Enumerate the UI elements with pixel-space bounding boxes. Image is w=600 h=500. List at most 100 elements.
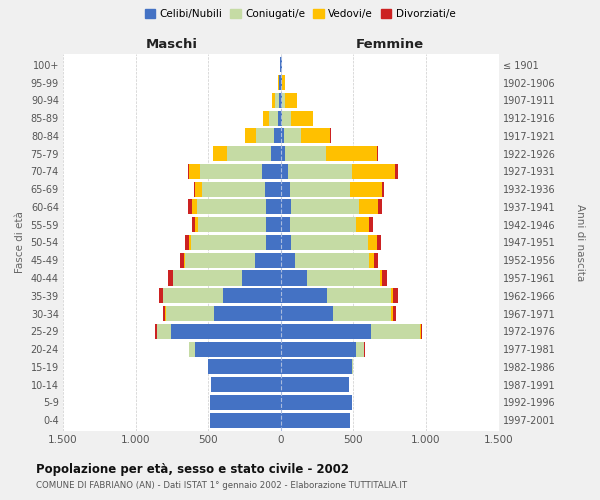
Bar (195, 217, 198, 232)
Bar (166, 306, 214, 321)
Bar (291, 235, 368, 250)
Bar (330, 128, 331, 144)
Bar (382, 270, 387, 285)
Bar (185, 252, 254, 268)
Bar (281, 288, 327, 304)
Bar (282, 75, 285, 90)
Bar (374, 252, 378, 268)
Bar (188, 200, 192, 214)
Text: Femmine: Femmine (356, 38, 424, 51)
Bar (157, 324, 170, 339)
Bar (281, 146, 285, 161)
Bar (364, 342, 365, 356)
Bar (190, 164, 200, 179)
Bar (227, 146, 271, 161)
Bar (245, 128, 256, 144)
Bar (274, 128, 281, 144)
Bar (191, 235, 266, 250)
Bar (281, 306, 333, 321)
Bar (285, 93, 297, 108)
Bar (291, 200, 359, 214)
Bar (352, 164, 395, 179)
Bar (282, 93, 285, 108)
Y-axis label: Fasce di età: Fasce di età (15, 212, 25, 274)
Bar (371, 324, 420, 339)
Bar (281, 360, 352, 374)
Bar (262, 164, 281, 179)
Y-axis label: Anni di nascita: Anni di nascita (575, 204, 585, 281)
Bar (212, 146, 227, 161)
Text: Maschi: Maschi (146, 38, 198, 51)
Bar (421, 324, 422, 339)
Bar (391, 288, 393, 304)
Bar (333, 306, 391, 321)
Bar (380, 270, 382, 285)
Bar (278, 110, 281, 126)
Bar (192, 200, 197, 214)
Bar (281, 182, 290, 196)
Bar (214, 306, 281, 321)
Bar (211, 377, 281, 392)
Bar (200, 164, 262, 179)
Bar (163, 288, 223, 304)
Bar (190, 235, 191, 250)
Bar (278, 75, 280, 90)
Bar (190, 342, 195, 356)
Bar (327, 288, 391, 304)
Bar (278, 93, 281, 108)
Bar (272, 93, 275, 108)
Bar (188, 342, 190, 356)
Bar (370, 252, 374, 268)
Bar (281, 395, 352, 410)
Bar (180, 252, 184, 268)
Bar (382, 182, 384, 196)
Bar (263, 110, 269, 126)
Bar (281, 342, 356, 356)
Bar (280, 57, 281, 72)
Bar (197, 200, 266, 214)
Bar (290, 217, 356, 232)
Bar (184, 252, 185, 268)
Bar (281, 324, 371, 339)
Bar (281, 128, 284, 144)
Bar (359, 200, 378, 214)
Bar (209, 412, 281, 428)
Bar (281, 270, 307, 285)
Text: COMUNE DI FABRIANO (AN) - Dati ISTAT 1° gennaio 2002 - Elaborazione TUTTITALIA.I: COMUNE DI FABRIANO (AN) - Dati ISTAT 1° … (36, 480, 407, 490)
Bar (377, 235, 381, 250)
Bar (281, 93, 282, 108)
Bar (280, 75, 281, 90)
Bar (281, 235, 291, 250)
Bar (350, 182, 382, 196)
Bar (377, 146, 378, 161)
Bar (195, 342, 281, 356)
Bar (269, 110, 278, 126)
Bar (290, 182, 350, 196)
Bar (378, 200, 382, 214)
Bar (420, 324, 421, 339)
Bar (159, 288, 163, 304)
Bar (198, 217, 266, 232)
Bar (393, 288, 398, 304)
Bar (295, 252, 370, 268)
Bar (281, 164, 288, 179)
Bar (254, 252, 281, 268)
Bar (282, 110, 291, 126)
Bar (281, 377, 349, 392)
Bar (281, 412, 350, 428)
Bar (326, 146, 377, 161)
Bar (285, 146, 326, 161)
Bar (208, 360, 281, 374)
Bar (242, 270, 281, 285)
Bar (202, 182, 265, 196)
Bar (266, 200, 281, 214)
Bar (395, 164, 398, 179)
Bar (392, 306, 396, 321)
Bar (281, 75, 282, 90)
Bar (281, 252, 295, 268)
Bar (173, 270, 242, 285)
Bar (185, 235, 190, 250)
Bar (266, 235, 281, 250)
Bar (391, 306, 392, 321)
Bar (195, 182, 202, 196)
